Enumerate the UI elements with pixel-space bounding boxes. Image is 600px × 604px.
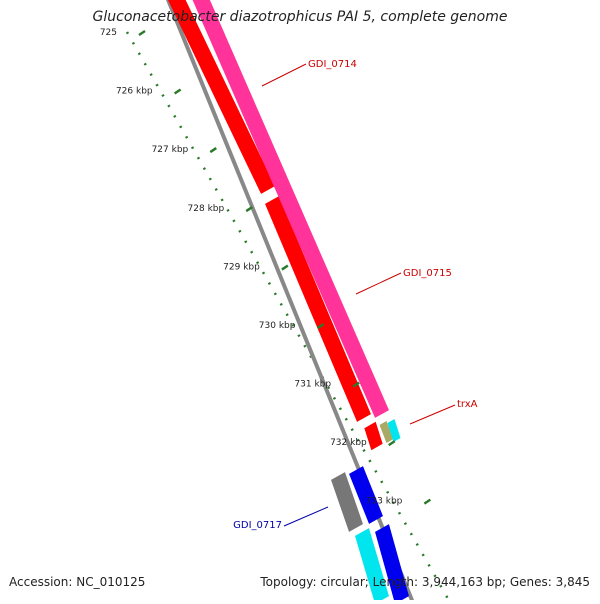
tick-mark (352, 381, 360, 388)
backbone-line (165, 0, 416, 604)
gene-label: GDI_0715 (403, 268, 452, 279)
pseudo-gdi-0717 (331, 472, 363, 532)
summary-text: Topology: circular; Length: 3,944,163 bp… (260, 575, 590, 589)
misc-box (387, 419, 401, 442)
tick-label: 726 kbp (116, 87, 153, 97)
genome-title: Gluconacetobacter diazotrophicus PAI 5, … (92, 9, 508, 25)
tick-mark (281, 264, 289, 271)
tick-label: 733 kbp (366, 497, 403, 507)
trna-box (379, 421, 394, 443)
gene-label: trxA (457, 399, 478, 410)
tick-label: 731 kbp (294, 380, 331, 390)
gene-leader-line (283, 506, 329, 527)
tick-mark (138, 29, 146, 37)
gene-leader-line (355, 272, 402, 295)
gene-leader-line (409, 404, 456, 425)
gene-strip-plus (192, 0, 389, 418)
cds-minus-a (349, 466, 383, 524)
tick-label: 730 kbp (259, 321, 296, 331)
tick-mark (316, 323, 325, 330)
cds-minus-b (375, 524, 409, 604)
tick-mark (209, 146, 217, 154)
gene-leader-line (261, 63, 307, 87)
tick-mark (388, 440, 396, 447)
accession-text: Accession: NC_010125 (9, 575, 146, 589)
gene-label: GDI_0717 (233, 520, 282, 531)
tick-mark (423, 498, 432, 505)
tick-mark (173, 88, 182, 95)
gene-minus-cyan (355, 528, 389, 604)
cds-gdi-0714 (167, 0, 275, 194)
ruler-dots (125, 31, 453, 604)
tick-label: 727 kbp (152, 145, 189, 155)
tick-label: 725 (100, 28, 117, 38)
tick-label: 729 kbp (223, 263, 260, 273)
tick-label: 728 kbp (188, 204, 225, 214)
tick-label: 732 kbp (330, 438, 367, 448)
gene-label: GDI_0714 (308, 59, 357, 70)
cds-gdi-0715 (265, 196, 371, 422)
cds-trxa (364, 421, 383, 451)
tick-mark (245, 206, 253, 213)
